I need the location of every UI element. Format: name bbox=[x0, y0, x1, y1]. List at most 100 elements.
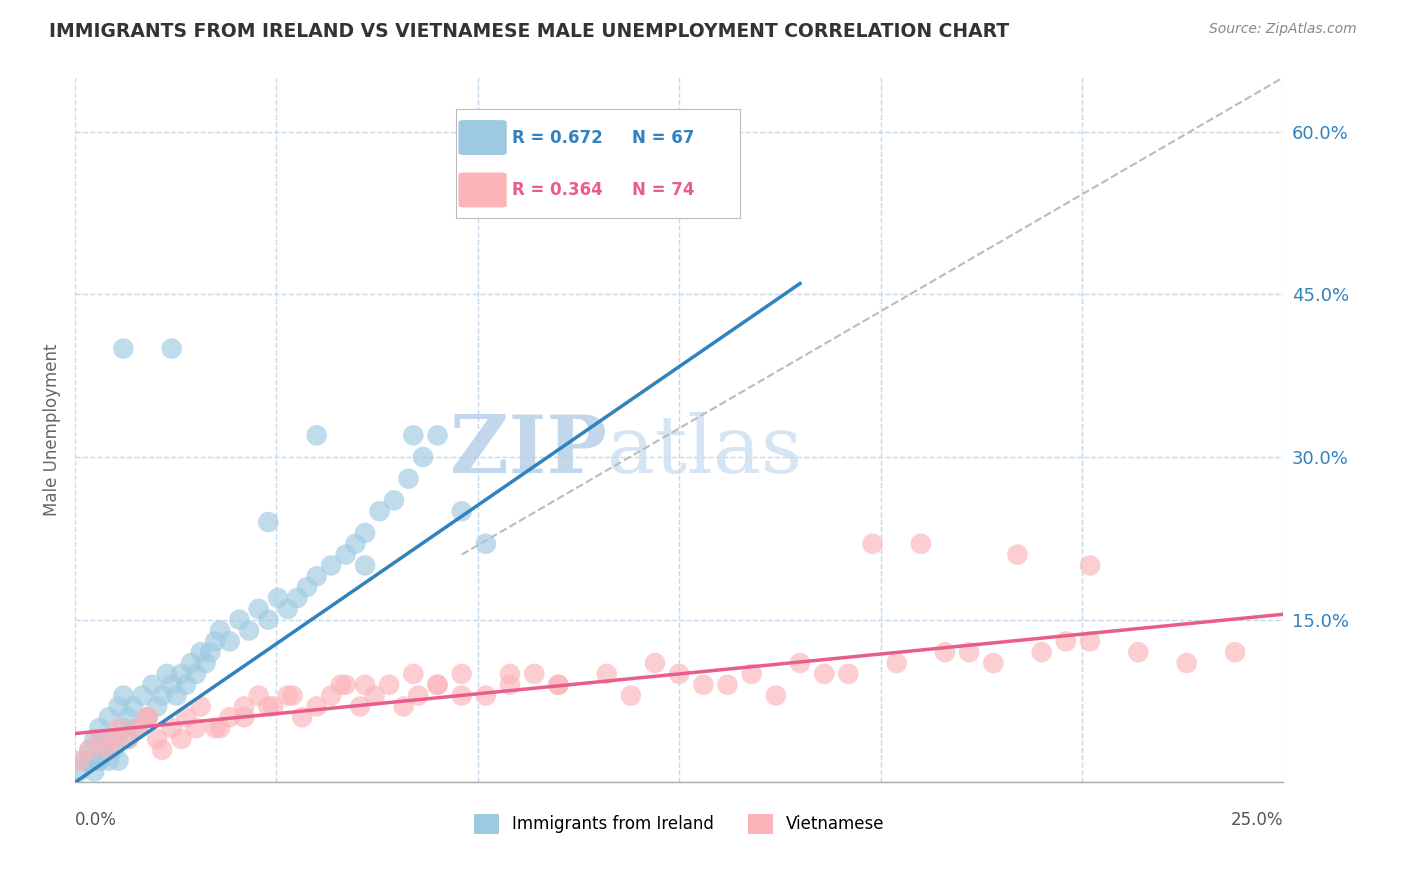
Point bbox=[247, 689, 270, 703]
Point bbox=[335, 548, 357, 562]
Point bbox=[412, 450, 434, 464]
Point bbox=[910, 537, 932, 551]
Point bbox=[79, 743, 101, 757]
Point bbox=[79, 754, 101, 768]
Point bbox=[190, 645, 212, 659]
Point bbox=[83, 764, 105, 779]
Point bbox=[184, 666, 207, 681]
Point bbox=[150, 743, 173, 757]
Text: 0.0%: 0.0% bbox=[75, 811, 117, 829]
Point bbox=[1078, 558, 1101, 573]
Point bbox=[103, 731, 125, 746]
Point bbox=[291, 710, 314, 724]
Point bbox=[392, 699, 415, 714]
Point bbox=[257, 515, 280, 529]
Point bbox=[97, 743, 120, 757]
Text: Source: ZipAtlas.com: Source: ZipAtlas.com bbox=[1209, 22, 1357, 37]
Point bbox=[402, 428, 425, 442]
Point bbox=[238, 624, 260, 638]
Point bbox=[112, 689, 135, 703]
Point bbox=[233, 699, 256, 714]
Point bbox=[406, 689, 429, 703]
Point bbox=[1031, 645, 1053, 659]
Point bbox=[354, 525, 377, 540]
Point bbox=[378, 678, 401, 692]
Point bbox=[813, 666, 835, 681]
Point bbox=[368, 504, 391, 518]
Point bbox=[160, 721, 183, 735]
Point bbox=[146, 731, 169, 746]
Point bbox=[93, 731, 115, 746]
Point bbox=[1128, 645, 1150, 659]
Point bbox=[170, 731, 193, 746]
Point bbox=[668, 666, 690, 681]
Point bbox=[862, 537, 884, 551]
Point bbox=[103, 743, 125, 757]
Legend: Immigrants from Ireland, Vietnamese: Immigrants from Ireland, Vietnamese bbox=[474, 814, 884, 834]
Point bbox=[174, 710, 197, 724]
Point bbox=[156, 666, 179, 681]
Point bbox=[837, 666, 859, 681]
Point bbox=[620, 689, 643, 703]
Point bbox=[321, 558, 343, 573]
Point bbox=[426, 678, 449, 692]
Point bbox=[983, 656, 1005, 670]
Point bbox=[97, 710, 120, 724]
Point bbox=[1078, 634, 1101, 648]
Point bbox=[349, 699, 371, 714]
Point bbox=[450, 666, 472, 681]
Point bbox=[107, 699, 129, 714]
Text: atlas: atlas bbox=[606, 412, 801, 490]
Point bbox=[267, 591, 290, 605]
Point bbox=[146, 699, 169, 714]
Point bbox=[426, 678, 449, 692]
Point bbox=[204, 721, 226, 735]
Point bbox=[305, 428, 328, 442]
Text: IMMIGRANTS FROM IRELAND VS VIETNAMESE MALE UNEMPLOYMENT CORRELATION CHART: IMMIGRANTS FROM IRELAND VS VIETNAMESE MA… bbox=[49, 22, 1010, 41]
Point bbox=[329, 678, 352, 692]
Point bbox=[789, 656, 811, 670]
Point bbox=[107, 721, 129, 735]
Point bbox=[499, 666, 522, 681]
Point bbox=[83, 731, 105, 746]
Point bbox=[69, 764, 91, 779]
Point bbox=[295, 580, 318, 594]
Point bbox=[218, 634, 240, 648]
Point bbox=[475, 689, 498, 703]
Point bbox=[79, 743, 101, 757]
Point bbox=[344, 537, 367, 551]
Point bbox=[117, 710, 139, 724]
Text: 25.0%: 25.0% bbox=[1230, 811, 1284, 829]
Point bbox=[194, 656, 217, 670]
Point bbox=[247, 602, 270, 616]
Point bbox=[450, 689, 472, 703]
Point bbox=[402, 666, 425, 681]
Point bbox=[208, 624, 231, 638]
Point bbox=[644, 656, 666, 670]
Point bbox=[934, 645, 956, 659]
Point bbox=[285, 591, 308, 605]
Point bbox=[741, 666, 763, 681]
Point bbox=[595, 666, 617, 681]
Point bbox=[382, 493, 405, 508]
Point bbox=[204, 634, 226, 648]
Point bbox=[523, 666, 546, 681]
Point bbox=[1007, 548, 1029, 562]
Point bbox=[166, 689, 188, 703]
Point bbox=[69, 754, 91, 768]
Point bbox=[1223, 645, 1246, 659]
Point bbox=[233, 710, 256, 724]
Point bbox=[262, 699, 284, 714]
Point bbox=[547, 678, 569, 692]
Point bbox=[112, 342, 135, 356]
Point bbox=[136, 710, 159, 724]
Point bbox=[89, 731, 111, 746]
Point bbox=[174, 678, 197, 692]
Point bbox=[208, 721, 231, 735]
Point bbox=[200, 645, 222, 659]
Point bbox=[716, 678, 738, 692]
Point bbox=[475, 537, 498, 551]
Point bbox=[354, 678, 377, 692]
Point bbox=[103, 731, 125, 746]
Point bbox=[765, 689, 787, 703]
